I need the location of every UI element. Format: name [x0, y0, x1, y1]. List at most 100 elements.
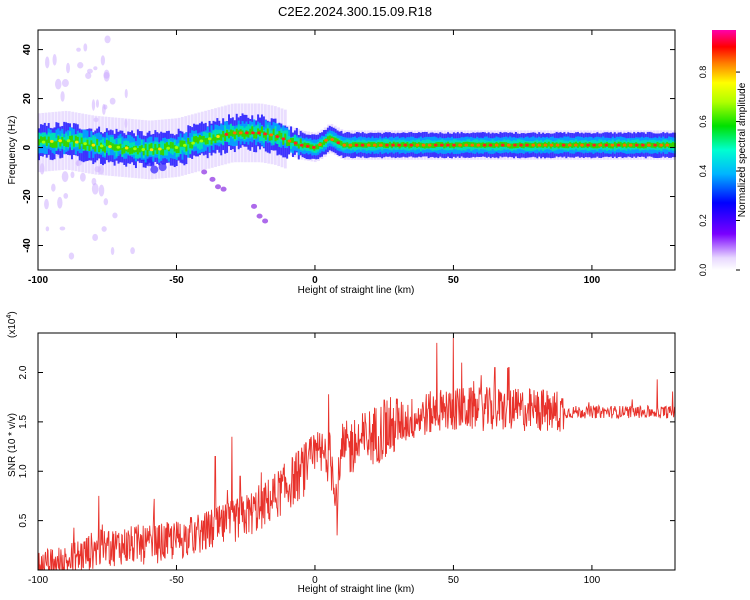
heatmap-band — [156, 147, 159, 155]
heatmap-band — [38, 139, 40, 146]
heatmap-peak — [543, 143, 548, 147]
heatmap-peak — [446, 143, 450, 147]
heatmap-band — [49, 133, 52, 147]
heatmap-band — [671, 142, 674, 148]
heatmap-band — [222, 132, 225, 145]
x-tick-label: 0 — [312, 575, 318, 586]
heatmap-band — [297, 143, 300, 149]
heatmap-band — [138, 146, 141, 153]
heatmap-band — [51, 141, 54, 148]
heatmap-peak — [360, 143, 365, 147]
heatmap-band — [357, 142, 360, 148]
heatmap-band — [175, 146, 178, 154]
heatmap-peak — [391, 143, 395, 147]
heatmap-band — [255, 132, 258, 139]
heatmap-peak — [108, 145, 112, 149]
heatmap-band — [299, 138, 302, 144]
heatmap-band — [536, 143, 539, 149]
heatmap-band — [450, 142, 453, 148]
heatmap-peak — [216, 135, 220, 139]
heatmap-band — [565, 143, 568, 149]
heatmap-peak — [452, 143, 456, 147]
heatmap-band — [107, 142, 110, 155]
y-tick-label: 1.0 — [18, 464, 29, 478]
heatmap-band — [249, 128, 252, 136]
heatmap-band — [266, 128, 269, 135]
heatmap-band — [322, 139, 325, 145]
heatmap-band — [88, 144, 91, 151]
heatmap-band — [408, 143, 411, 149]
heatmap-band — [181, 140, 184, 147]
heatmap-peak — [519, 143, 523, 147]
heatmap-band — [96, 138, 99, 146]
heatmap-peak — [458, 143, 462, 147]
heatmap-band — [119, 143, 122, 151]
heatmap-blob — [109, 97, 116, 105]
heatmap-band — [412, 141, 415, 147]
heatmap-band — [96, 139, 99, 153]
heatmap-band — [88, 136, 91, 150]
heatmap-band — [204, 138, 207, 145]
heatmap-band — [148, 144, 151, 151]
heatmap-band — [260, 128, 263, 142]
y-tick-label: 0 — [22, 144, 33, 150]
heatmap-band — [487, 142, 490, 148]
heatmap-peak — [41, 140, 46, 144]
heatmap-peak — [641, 143, 645, 147]
heatmap-band — [92, 135, 95, 148]
heatmap-band — [247, 131, 250, 138]
heatmap-peak — [91, 143, 96, 147]
heatmap-blob — [76, 47, 81, 52]
heatmap-blob — [215, 184, 222, 190]
heatmap-peak — [166, 146, 170, 150]
heatmap-band — [237, 130, 240, 137]
heatmap-band — [105, 139, 108, 147]
heatmap-band — [449, 142, 452, 148]
heatmap-band — [388, 141, 391, 147]
heatmap-band — [284, 133, 287, 140]
heatmap-peak — [207, 137, 212, 141]
x-tick-label: 0 — [312, 275, 318, 286]
heatmap-band — [121, 147, 124, 155]
heatmap-peak — [324, 138, 328, 142]
heatmap-band — [499, 141, 502, 147]
heatmap-band — [425, 143, 428, 148]
heatmap-band — [63, 139, 66, 147]
heatmap-peak — [421, 143, 426, 147]
heatmap-band — [198, 137, 201, 150]
heatmap-band — [336, 138, 339, 144]
heatmap-blob — [87, 68, 93, 74]
y-tick-label: 0.5 — [18, 513, 29, 527]
heatmap-band — [602, 143, 605, 149]
heatmap-blob — [103, 69, 110, 82]
heatmap-band — [553, 142, 556, 148]
x-tick-label: -50 — [169, 275, 184, 286]
heatmap-peak — [293, 141, 298, 145]
heatmap-peak — [653, 143, 657, 147]
heatmap-band — [251, 126, 254, 133]
heatmap-blob — [91, 99, 96, 111]
heatmap-blob — [256, 213, 263, 219]
heatmap-band — [394, 142, 397, 148]
heatmap-band — [224, 125, 227, 139]
heatmap-band — [491, 142, 494, 148]
x-tick-label: 100 — [584, 575, 601, 586]
heatmap-peak — [647, 143, 651, 147]
heatmap-band — [456, 142, 459, 148]
heatmap-band — [146, 143, 149, 156]
heatmap-blob — [103, 104, 108, 110]
heatmap-peak — [269, 133, 273, 137]
heatmap-blob — [158, 163, 167, 172]
heatmap-band — [162, 141, 165, 154]
x-tick-label: 50 — [448, 275, 460, 286]
heatmap-blob — [70, 171, 75, 179]
colorbar-tick-label: 0.6 — [698, 115, 708, 128]
heatmap-band — [664, 143, 667, 149]
heatmap-band — [152, 148, 155, 155]
heatmap-band — [98, 145, 101, 153]
y-tick-label: 1.5 — [18, 414, 29, 428]
snr-panel: -100 -50 0 50 100 0.5 1.0 1.5 2.0 Height of str… — [6, 311, 676, 595]
heatmap-band — [136, 148, 139, 155]
y-tick-label: -20 — [22, 189, 33, 204]
heatmap-band — [129, 147, 132, 155]
